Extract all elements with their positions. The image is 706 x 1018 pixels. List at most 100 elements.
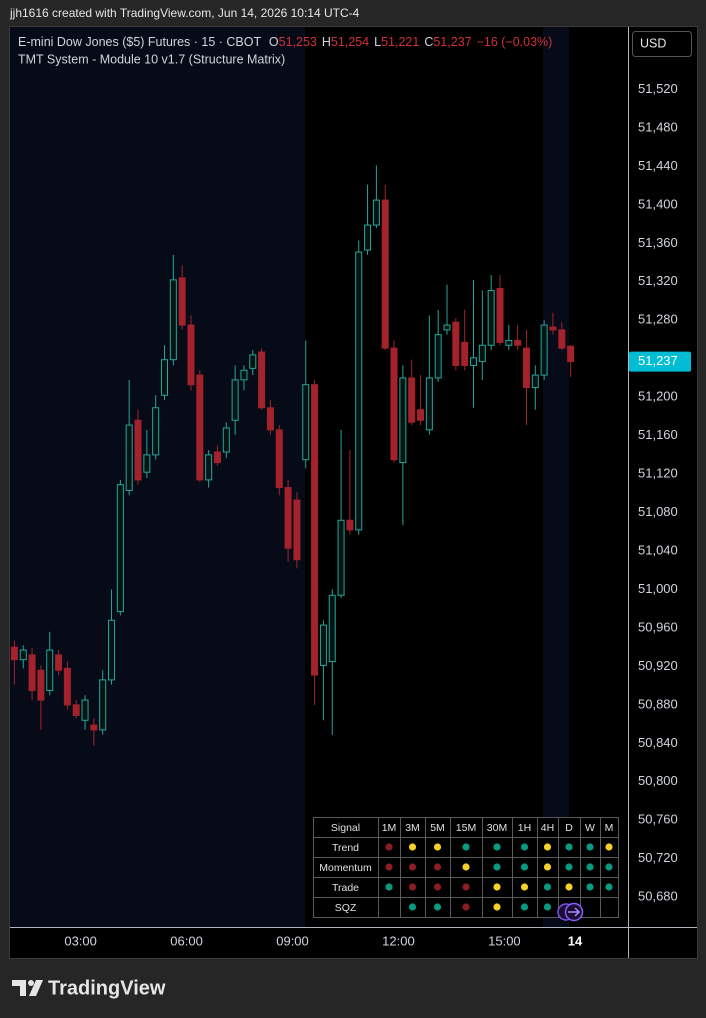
signal-dot xyxy=(565,843,573,851)
table-header: W xyxy=(585,822,595,834)
candle-body xyxy=(514,339,522,346)
x-tick-label: 06:00 xyxy=(170,933,203,948)
row-label: Trend xyxy=(332,842,359,854)
candle-body xyxy=(293,499,301,561)
y-tick-label: 50,880 xyxy=(638,696,678,711)
table-header: M xyxy=(605,822,614,834)
icon-arrow xyxy=(568,907,581,917)
signal-dot xyxy=(543,843,552,851)
signal-dot xyxy=(605,863,613,871)
table-header: D xyxy=(565,822,573,834)
candle-body xyxy=(302,384,310,461)
table-header: 5M xyxy=(430,822,445,834)
candle-body xyxy=(284,487,292,549)
candle-body xyxy=(522,347,530,389)
change: −16 (−0.03%) xyxy=(477,35,553,49)
symbol-legend: E-mini Dow Jones ($5) Futures · 15 · CBO… xyxy=(18,35,552,49)
ohlc-value: 51,237 xyxy=(433,35,471,49)
y-tick-label: 50,920 xyxy=(638,658,678,673)
symbol-title: E-mini Dow Jones ($5) Futures · 15 · CBO… xyxy=(18,35,261,49)
signal-dot xyxy=(462,883,470,891)
candle-body xyxy=(558,329,566,349)
signal-dot xyxy=(408,843,417,851)
currency-label: USD xyxy=(640,36,666,50)
candle-body xyxy=(452,321,460,366)
signal-dot xyxy=(433,843,442,851)
candle-body xyxy=(72,704,80,716)
candle-body xyxy=(125,424,133,491)
candle-body xyxy=(249,354,257,369)
row-label: SQZ xyxy=(335,902,357,914)
candle-body xyxy=(478,344,486,363)
candle-body xyxy=(222,427,230,453)
candle-body xyxy=(461,341,469,366)
signal-dot xyxy=(433,863,442,871)
y-tick-label: 50,960 xyxy=(638,619,678,634)
ohlc-value: 51,253 xyxy=(279,35,317,49)
ohlc-key: L xyxy=(374,35,381,49)
candle-body xyxy=(160,359,169,396)
signal-dot xyxy=(408,903,417,911)
candle-body xyxy=(169,279,177,361)
signal-dot xyxy=(605,843,613,851)
candle-body xyxy=(99,679,107,731)
signal-dot xyxy=(462,863,470,871)
signal-dot xyxy=(543,863,552,871)
candle-body xyxy=(187,324,195,386)
candle-body xyxy=(231,379,239,421)
candle-body xyxy=(434,334,442,379)
candle-body xyxy=(390,347,398,461)
y-tick-label: 51,440 xyxy=(638,158,678,173)
signal-dot xyxy=(385,883,393,891)
candle-body xyxy=(116,484,124,613)
candle-body xyxy=(540,324,548,376)
signal-dot xyxy=(586,843,594,851)
candle-body xyxy=(443,324,451,331)
signal-dot xyxy=(605,883,613,891)
brand-logo xyxy=(12,980,43,996)
x-tick-label: 15:00 xyxy=(488,933,521,948)
table-header: 1H xyxy=(518,822,531,834)
candle-body xyxy=(319,624,327,666)
table-header: 30M xyxy=(487,822,507,834)
signal-table: Signal 1M 3M 5M 15M 30M 1H 4H D W M Trend Momentum Tr… xyxy=(313,817,619,918)
signal-dot xyxy=(385,863,393,871)
row-label: Trade xyxy=(332,882,359,894)
y-tick-label: 51,000 xyxy=(638,581,678,596)
table-header: 3M xyxy=(405,822,420,834)
candle-body xyxy=(346,519,354,531)
candle-body xyxy=(46,649,54,691)
signal-dot xyxy=(565,883,573,891)
logo-mark xyxy=(29,980,43,996)
candle-body xyxy=(258,351,266,409)
candle-body xyxy=(37,669,45,701)
currency-button[interactable] xyxy=(632,31,692,57)
last-price-tag xyxy=(629,351,691,372)
signal-dot xyxy=(520,863,529,871)
y-tick-label: 51,520 xyxy=(638,81,678,96)
y-tick-label: 51,320 xyxy=(638,273,678,288)
candle-body xyxy=(531,374,539,389)
signal-dot xyxy=(543,883,552,891)
signal-dot xyxy=(586,863,594,871)
candle-body xyxy=(213,451,221,464)
signal-dot xyxy=(493,903,501,911)
candle-body xyxy=(205,454,213,481)
signal-dot xyxy=(385,843,393,851)
plot-area xyxy=(10,165,575,746)
signal-dot xyxy=(520,883,529,891)
signal-dot xyxy=(565,863,573,871)
candle-body xyxy=(81,699,89,721)
candle-body xyxy=(487,289,495,346)
squeeze-icon[interactable] xyxy=(557,902,584,922)
candle-body xyxy=(10,646,18,661)
candle-body xyxy=(408,377,416,423)
y-tick-label: 51,480 xyxy=(638,119,678,134)
signal-dot xyxy=(408,883,417,891)
y-tick-label: 50,680 xyxy=(638,889,678,904)
candle-body xyxy=(505,339,513,346)
candle-body xyxy=(196,374,204,481)
ohlc-key: H xyxy=(322,35,331,49)
signal-dot xyxy=(493,863,501,871)
